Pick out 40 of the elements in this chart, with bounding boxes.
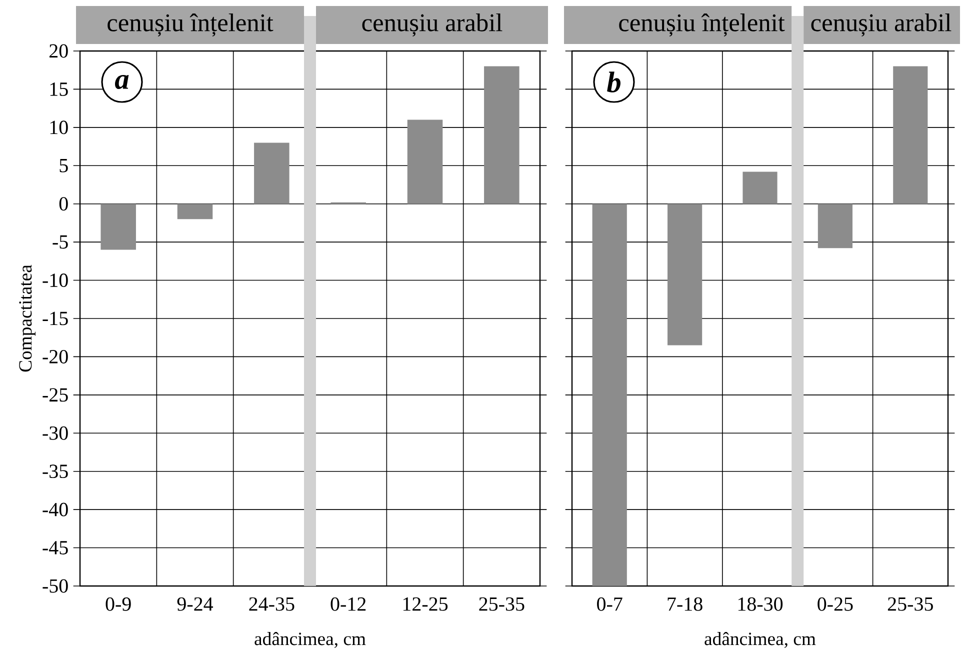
y-tick-label: -35 — [42, 464, 68, 478]
y-axis-title: Compactitatea — [19, 264, 36, 372]
x-axis-title: adâncimea, cm — [704, 632, 816, 648]
y-tick-label: 20 — [50, 44, 68, 58]
x-tick-label: 7-18 — [668, 597, 702, 611]
x-tick-label: 0-9 — [106, 597, 131, 611]
y-tick-label: -15 — [42, 312, 68, 326]
x-tick-label: 12-25 — [403, 597, 448, 611]
text: cenușiu înțelenit — [108, 13, 274, 36]
text: cenușiu înțelenit — [619, 13, 785, 36]
bar — [177, 204, 213, 220]
x-tick-label: 24-35 — [249, 597, 294, 611]
x-tick-label: 9-24 — [177, 597, 214, 611]
bar — [484, 66, 520, 204]
bar — [254, 142, 290, 204]
y-tick-label: -30 — [42, 426, 68, 440]
text: cenușiu arabil — [362, 14, 502, 36]
y-tick-label: -10 — [42, 274, 68, 288]
y-tick-label: -45 — [42, 541, 68, 554]
annotation: a — [115, 74, 129, 90]
x-tick-label: 0-12 — [330, 597, 366, 611]
x-tick-label: 0-25 — [818, 597, 853, 611]
bar — [100, 204, 136, 250]
x-tick-label: 18-30 — [738, 597, 783, 611]
y-tick-label: 15 — [50, 82, 68, 96]
y-tick-label: -40 — [42, 502, 68, 516]
bar — [407, 120, 443, 204]
y-tick-label: 5 — [60, 158, 68, 172]
y-tick-label: -25 — [42, 388, 68, 402]
y-tick-label: -50 — [42, 579, 68, 593]
annotation: b — [607, 72, 620, 92]
x-tick-label: 25-35 — [888, 597, 933, 611]
y-tick-label: 0 — [59, 197, 68, 211]
x-tick-label: 25-35 — [479, 597, 524, 611]
y-tick-label: -5 — [52, 235, 68, 249]
y-tick-label: 10 — [50, 120, 68, 134]
x-axis-title: adâncimea, cm — [254, 632, 366, 648]
x-tick-label: 0-7 — [597, 597, 622, 611]
y-tick-label: -20 — [42, 350, 68, 364]
text: cenușiu arabil — [811, 14, 952, 36]
